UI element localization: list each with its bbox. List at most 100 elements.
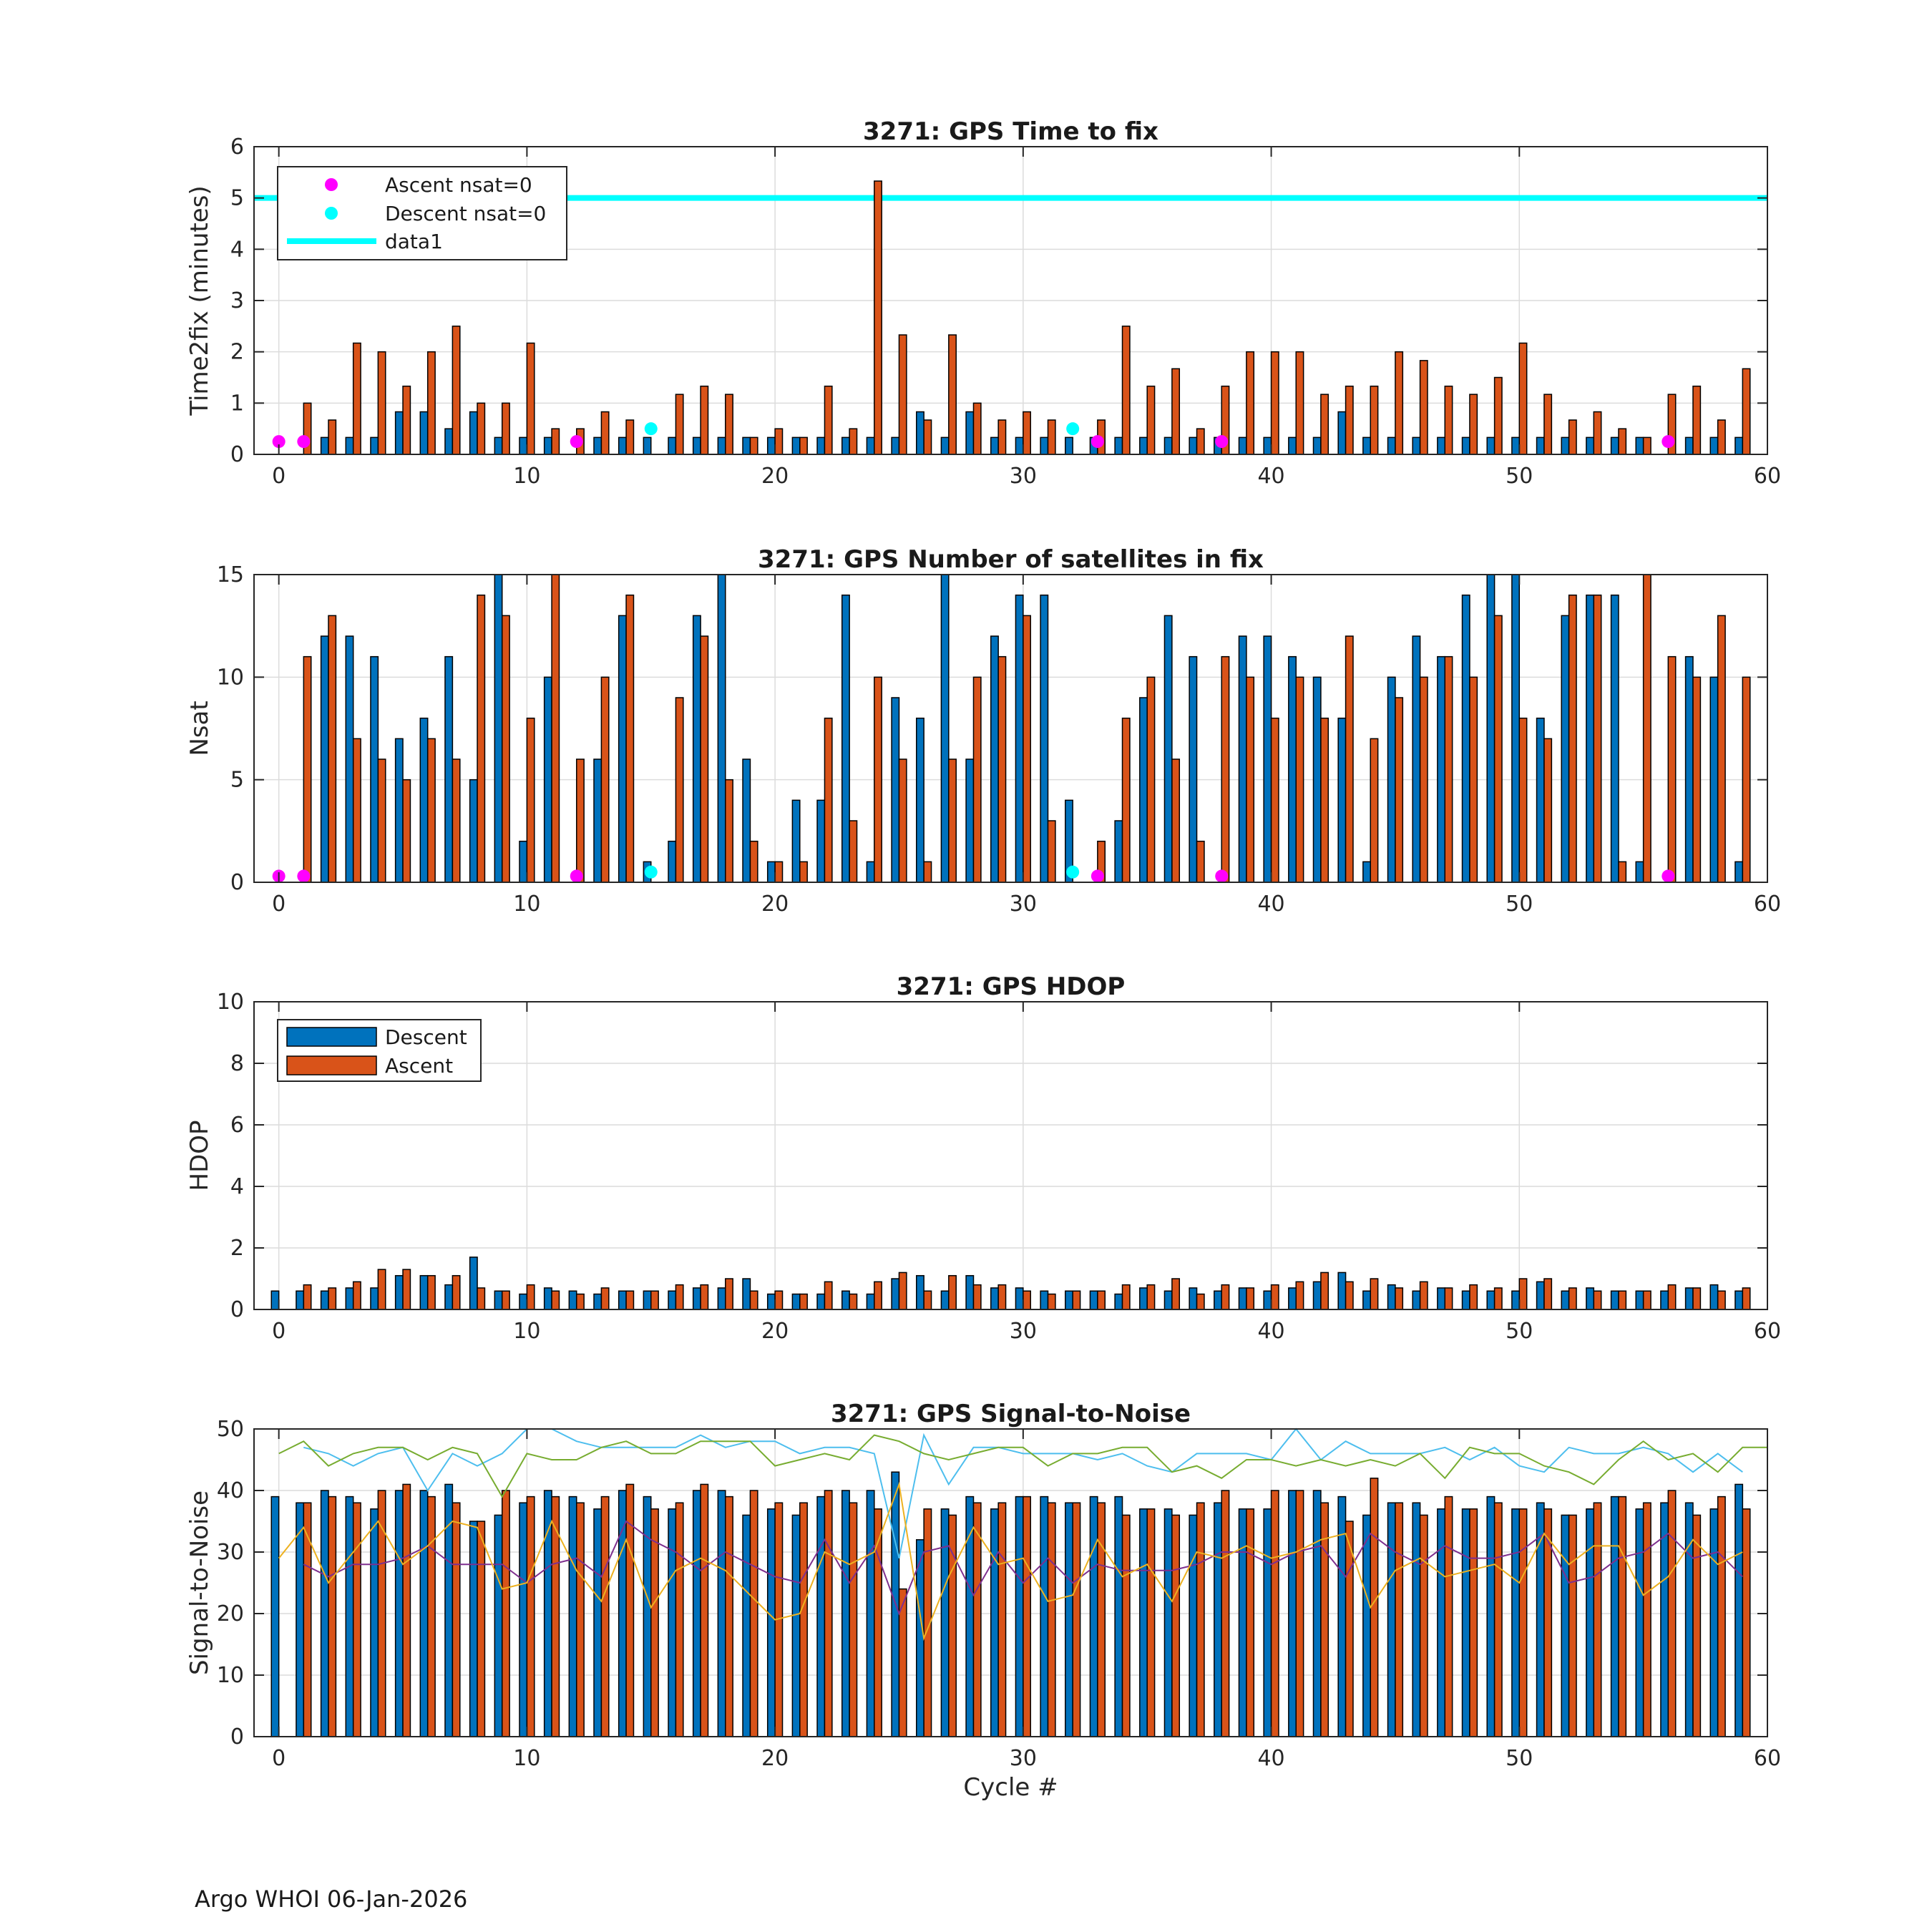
time-to-fix-legend: Ascent nsat=0 Descent nsat=0 data1	[277, 166, 567, 260]
snr-ascent-bar	[997, 1502, 1007, 1737]
ttf-ascent-bar	[1543, 394, 1553, 455]
ttf-descent-bar	[717, 436, 726, 455]
ttf-ascent-bar	[874, 180, 882, 455]
hdop-ascent-bar	[1295, 1281, 1304, 1310]
ttf-descent-bar	[1065, 436, 1073, 455]
nsat-ascent-bar	[1667, 655, 1677, 883]
hdop-ascent-bar	[1444, 1287, 1453, 1310]
snr-descent-bar	[1511, 1508, 1521, 1737]
ttf-ascent-bar	[948, 334, 957, 455]
snr-snr-line-3	[303, 1520, 1744, 1616]
snr-descent-bar	[668, 1508, 677, 1737]
ttf-ascent-bar	[1593, 411, 1602, 455]
hdop-ascent-bar	[725, 1278, 733, 1310]
nsat-descent-bar	[940, 574, 950, 883]
ttf-descent-bar	[791, 436, 801, 455]
ttf-ascent-bar	[799, 436, 808, 455]
hdop-x-tick-label: 30	[1010, 1319, 1037, 1344]
hdop-ascent-bar	[1345, 1281, 1354, 1310]
ttf-descent-bar	[1709, 436, 1719, 455]
nsat-title: 3271: GPS Number of satellites in fix	[758, 545, 1264, 574]
hdop-ascent-bar	[700, 1284, 709, 1310]
ttf-descent-bar	[1288, 436, 1297, 455]
hdop-ascent-bar	[477, 1287, 486, 1310]
snr-descent-bar	[1312, 1490, 1322, 1737]
ttf-y-tick-label: 1	[230, 391, 244, 416]
nsat-ascent-bar	[774, 861, 784, 883]
nsat-ascent-bar	[1295, 676, 1304, 883]
snr-descent-bar	[494, 1514, 503, 1737]
nsat-panel: 0 10 20 30 40 50 60 0 5 10 15 3271: GPS Number of s…	[185, 545, 1781, 917]
hdop-descent-bar	[766, 1293, 776, 1310]
hdop-descent-bar	[1536, 1281, 1545, 1310]
hdop-descent-bar	[1461, 1290, 1470, 1310]
snr-descent-bar	[1684, 1502, 1694, 1737]
snr-descent-bar	[841, 1490, 850, 1737]
ttf-ascent-nsat0-marker	[570, 435, 583, 449]
ttf-ascent-nsat0-marker	[1091, 435, 1104, 449]
snr-descent-bar	[1015, 1496, 1024, 1737]
nsat-ascent-bar	[1345, 635, 1354, 883]
snr-ascent-bar	[526, 1496, 535, 1737]
snr-descent-bar	[990, 1508, 999, 1737]
ttf-ascent-bar	[1146, 385, 1156, 455]
snr-ascent-bar	[824, 1490, 833, 1737]
ttf-ascent-bar	[1568, 419, 1577, 455]
nsat-descent-bar	[519, 840, 528, 883]
hdop-descent-bar	[1089, 1290, 1098, 1310]
hdop-descent-bar	[1660, 1290, 1669, 1310]
hdop-descent-bar	[1709, 1284, 1719, 1310]
nsat-y-axis-label: Nsat	[185, 701, 214, 756]
snr-ascent-bar	[1493, 1502, 1503, 1737]
hdop-descent-bar	[866, 1293, 875, 1310]
hdop-descent-bar	[1337, 1272, 1347, 1310]
hdop-ascent-bar	[526, 1284, 535, 1310]
ttf-ascent-bar	[526, 342, 535, 455]
hdop-y-axis-label: HDOP	[185, 1120, 214, 1191]
nsat-ascent-bar	[303, 655, 312, 883]
nsat-descent-bar	[320, 635, 329, 883]
snr-descent-bar	[940, 1508, 950, 1737]
hdop-ascent-bar	[1320, 1272, 1330, 1310]
hdop-descent-bar	[543, 1287, 552, 1310]
hdop-descent-bar	[519, 1293, 528, 1310]
nsat-ascent-bar	[452, 758, 461, 883]
ttf-ascent-bar	[551, 428, 560, 455]
snr-descent-bar	[1163, 1508, 1173, 1737]
hdop-descent-bar	[791, 1293, 801, 1310]
snr-ascent-bar	[303, 1502, 312, 1737]
nsat-descent-bar	[1709, 676, 1719, 883]
nsat-ascent-bar	[1419, 676, 1428, 883]
hdop-ascent-bar	[328, 1287, 337, 1310]
ttf-x-tick-label: 50	[1506, 464, 1533, 489]
ttf-ascent-bar	[1493, 376, 1503, 455]
nsat-y-tick-label: 0	[230, 870, 244, 895]
hdop-ascent-bar	[1395, 1287, 1404, 1310]
legend-ascent-nsat0-label: Ascent nsat=0	[385, 173, 532, 197]
ttf-descent-bar	[668, 436, 677, 455]
nsat-descent-bar	[394, 738, 404, 883]
ttf-ascent-bar	[1518, 342, 1528, 455]
legend-descent-swatch	[286, 1027, 377, 1047]
snr-descent-bar	[1709, 1508, 1719, 1737]
ttf-descent-bar	[543, 436, 552, 455]
snr-descent-bar	[320, 1490, 329, 1737]
nsat-ascent-bar	[600, 676, 610, 883]
hdop-ascent-bar	[997, 1284, 1007, 1310]
ttf-y-axis-label: Time2fix (minutes)	[185, 185, 214, 416]
ttf-ascent-bar	[426, 351, 436, 455]
ttf-descent-bar	[370, 436, 379, 455]
snr-descent-bar	[965, 1496, 975, 1737]
legend-ascent-nsat0-marker	[325, 178, 338, 191]
ttf-ascent-bar	[1023, 411, 1031, 455]
nsat-ascent-bar	[874, 676, 882, 883]
snr-x-tick-label: 0	[272, 1746, 286, 1771]
snr-snr-line-4	[278, 1481, 1743, 1641]
nsat-descent-bar	[816, 799, 826, 883]
nsat-x-tick-label: 40	[1257, 892, 1284, 917]
snr-ascent-bar	[1444, 1496, 1453, 1737]
hdop-x-tick-label: 10	[513, 1319, 540, 1344]
legend-ascent-label: Ascent	[385, 1054, 453, 1078]
snr-ascent-bar	[849, 1502, 858, 1737]
hdop-ascent-bar	[352, 1281, 361, 1310]
